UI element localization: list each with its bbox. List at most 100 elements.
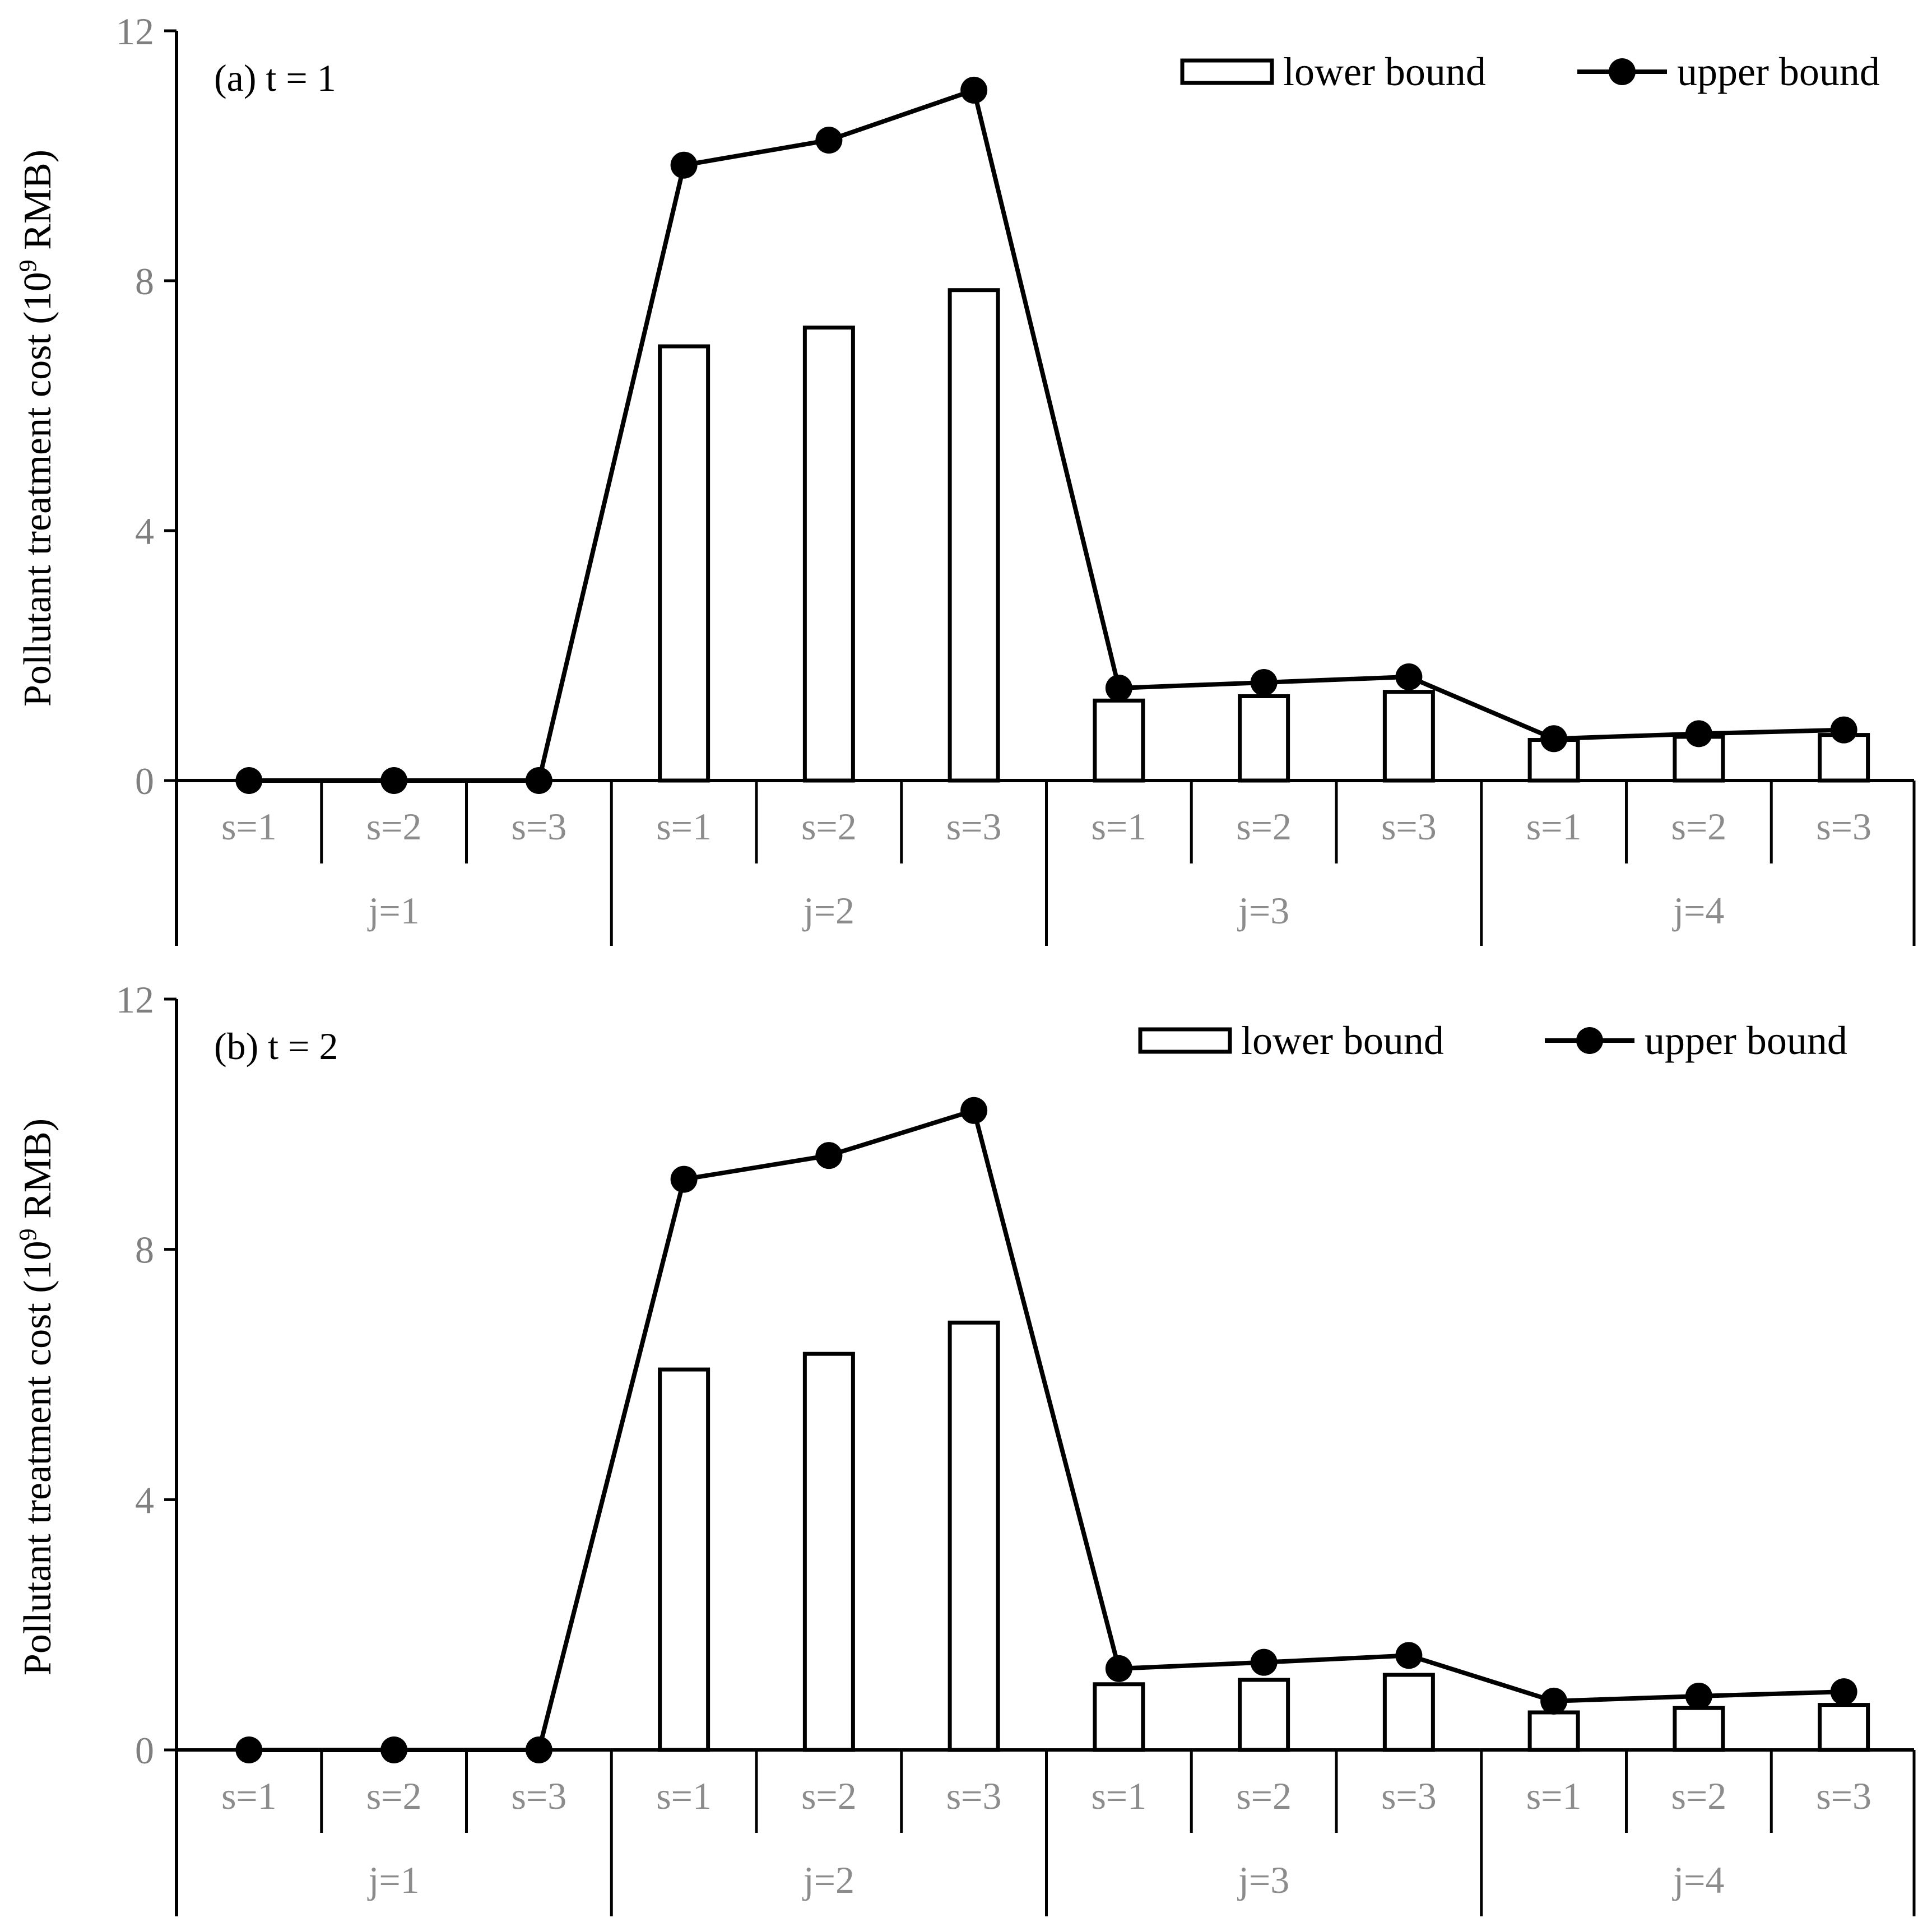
panel-label: (a) t = 1 [214, 57, 336, 99]
legend-lower-label: lower bound [1283, 49, 1486, 94]
category-label: s=3 [511, 805, 566, 848]
legend-bar-swatch [1180, 58, 1274, 85]
group-label: j=2 [802, 889, 854, 932]
lower-bound-bar [1673, 1706, 1725, 1752]
category-label: s=2 [1671, 805, 1726, 848]
category-label: s=3 [1381, 805, 1437, 848]
upper-bound-point [1830, 716, 1857, 744]
category-label: s=1 [221, 805, 277, 848]
legend-upper-label: upper bound [1677, 49, 1880, 94]
y-tick-label: 4 [135, 510, 154, 552]
category-label: s=2 [366, 1775, 422, 1817]
lower-bound-bar [948, 288, 1000, 783]
y-tick-label: 12 [116, 10, 154, 53]
lower-bound-bar [802, 326, 855, 783]
category-label: s=1 [221, 1775, 277, 1817]
upper-bound-point [1685, 720, 1712, 747]
category-label: s=1 [1091, 805, 1146, 848]
panel-label: (b) t = 2 [214, 1025, 338, 1067]
upper-bound-line [249, 87, 1844, 783]
y-axis-title-sup: 9 [14, 1228, 41, 1241]
lower-bound-bar [1382, 1673, 1435, 1752]
lower-bound-bar [1382, 690, 1435, 783]
upper-bound-point [1540, 725, 1568, 753]
upper-bound-point [1395, 663, 1423, 690]
legend-lower-label: lower bound [1241, 1018, 1444, 1063]
upper-bound-point [960, 76, 988, 104]
legend-marker-swatch [1576, 1027, 1603, 1054]
y-tick-label: 4 [135, 1479, 154, 1521]
category-label: s=2 [801, 1775, 857, 1817]
upper-bound-point [380, 767, 408, 794]
upper-bound-point [815, 127, 843, 154]
upper-bound-point [815, 1142, 843, 1169]
upper-bound-line [249, 1108, 1844, 1752]
legend-bar-swatch [1138, 1027, 1232, 1054]
upper-bound-point [525, 1736, 552, 1763]
lower-bound-bar [1238, 1678, 1290, 1752]
upper-bound-point [960, 1097, 988, 1124]
lower-bound-bar [1238, 694, 1290, 783]
lower-bound-bar [658, 344, 710, 783]
lower-bound-bar [802, 1352, 855, 1752]
lower-bound-bar [1093, 1682, 1145, 1752]
category-label: s=3 [1381, 1775, 1437, 1817]
category-label: s=3 [1816, 1775, 1871, 1817]
y-axis-title-main: Pollutant treatment cost (10 [16, 1241, 59, 1675]
upper-bound-point [670, 151, 698, 179]
category-label: s=2 [1671, 1775, 1726, 1817]
upper-bound-point [235, 767, 263, 794]
lower-bound-bar [1527, 1710, 1580, 1752]
lower-bound-bar [658, 1367, 710, 1752]
category-label: s=1 [1091, 1775, 1146, 1817]
upper-bound-point [1105, 1655, 1132, 1682]
category-label: s=2 [801, 805, 857, 848]
y-axis-title: Pollutant treatment cost (109 RMB) [14, 1118, 59, 1675]
upper-bound-point [1250, 668, 1278, 696]
lower-bound-bar [1093, 698, 1145, 783]
upper-bound-point [1105, 674, 1132, 702]
category-label: s=3 [511, 1775, 566, 1817]
category-label: s=1 [1526, 1775, 1582, 1817]
upper-bound-point [1830, 1678, 1857, 1706]
group-label: j=3 [1237, 889, 1289, 932]
group-label: j=3 [1237, 1859, 1289, 1901]
category-label: s=3 [1816, 805, 1871, 848]
category-label: s=2 [1236, 805, 1292, 848]
upper-bound-point [1685, 1682, 1712, 1710]
category-label: s=2 [1236, 1775, 1292, 1817]
category-label: s=2 [366, 805, 422, 848]
group-label: j=4 [1672, 889, 1724, 932]
upper-bound-point [670, 1166, 698, 1193]
group-label: j=2 [802, 1859, 854, 1901]
y-axis-title-sup: 9 [14, 259, 41, 272]
y-tick-label: 0 [135, 1729, 154, 1772]
panel-a: 0 4 8 12 s=1 s=2 s=3 s=1 s=2 s=3 s=1 s=2 s=3 s=1 s=2 s=… [14, 10, 1916, 946]
y-tick-label: 8 [135, 1229, 154, 1271]
panel-b: 0 4 8 12 s=1 s=2 s=3 s=1 s=2 s=3 s=1 s=2 s=3 s=1 s=2 s=… [14, 978, 1916, 1916]
group-label: j=1 [368, 889, 420, 932]
category-label: s=1 [656, 1775, 712, 1817]
upper-bound-point [380, 1736, 408, 1763]
y-tick-label: 8 [135, 260, 154, 303]
category-label: s=1 [656, 805, 712, 848]
category-label: s=3 [946, 805, 1002, 848]
y-axis-title-main: Pollutant treatment cost (10 [16, 272, 59, 707]
category-label: s=1 [1526, 805, 1582, 848]
lower-bound-bar [1818, 1703, 1870, 1752]
y-tick-label: 0 [135, 760, 154, 802]
upper-bound-point [235, 1736, 263, 1763]
upper-bound-point [1250, 1649, 1278, 1676]
y-axis-title-tail: RMB) [16, 150, 59, 259]
group-label: j=1 [368, 1859, 420, 1901]
legend-upper-label: upper bound [1645, 1018, 1847, 1063]
upper-bound-point [1540, 1687, 1568, 1715]
upper-bound-point [1395, 1642, 1423, 1669]
y-axis-title-tail: RMB) [16, 1118, 59, 1228]
legend-marker-swatch [1609, 58, 1636, 85]
upper-bound-point [525, 767, 552, 794]
lower-bound-bar [948, 1320, 1000, 1752]
category-label: s=3 [946, 1775, 1002, 1817]
group-label: j=4 [1672, 1859, 1724, 1901]
